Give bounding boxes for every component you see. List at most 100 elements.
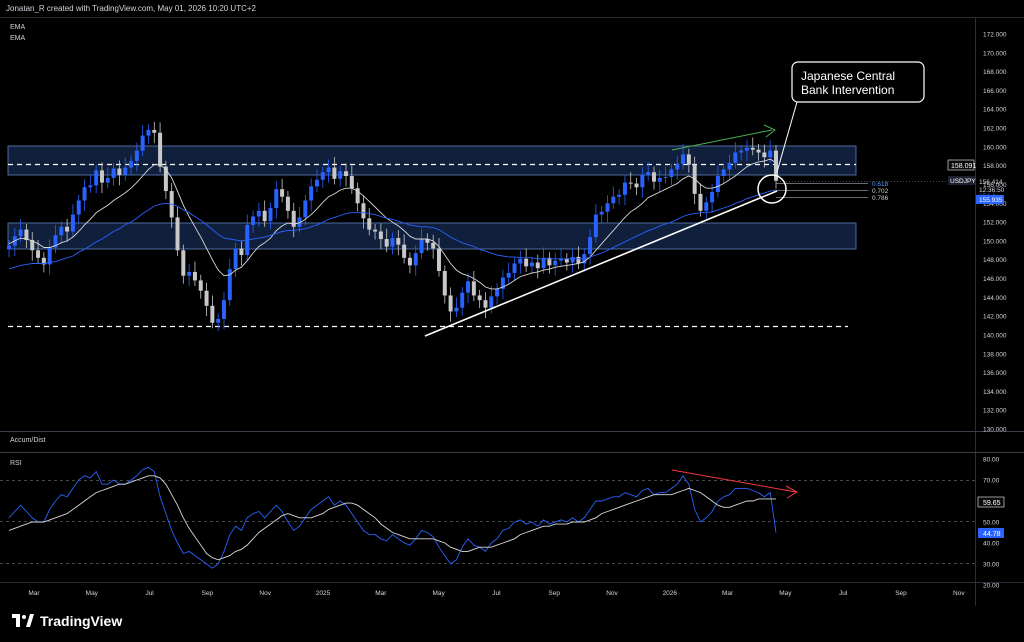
candle-body[interactable]: [681, 154, 686, 164]
candle-body[interactable]: [274, 189, 279, 208]
candle-body[interactable]: [285, 196, 290, 211]
candle-body[interactable]: [367, 218, 372, 230]
rsi-divergence-arrow[interactable]: [671, 469, 797, 493]
candle-body[interactable]: [733, 152, 738, 163]
candle-body[interactable]: [384, 239, 389, 247]
candle-body[interactable]: [256, 210, 261, 217]
candle-body[interactable]: [489, 296, 494, 308]
rsi-value-tag-1[interactable]: [977, 496, 1005, 508]
candle-body[interactable]: [99, 170, 104, 183]
candle-body[interactable]: [669, 169, 674, 177]
candle-body[interactable]: [198, 280, 203, 291]
candle-body[interactable]: [675, 163, 680, 170]
candle-body[interactable]: [88, 185, 93, 188]
candle-body[interactable]: [303, 200, 308, 218]
ema-slow-label[interactable]: EMA: [10, 35, 26, 42]
candle-body[interactable]: [564, 258, 569, 263]
accum-dist-label[interactable]: Accum/Dist: [10, 437, 46, 444]
candle-body[interactable]: [192, 271, 197, 281]
price-divergence-arrow[interactable]: [671, 129, 773, 151]
candle-body[interactable]: [547, 257, 552, 266]
candle-body[interactable]: [82, 187, 87, 201]
candle-body[interactable]: [466, 281, 471, 293]
ema-fast-line[interactable]: [8, 158, 777, 290]
ema-fast-label[interactable]: EMA: [10, 24, 26, 31]
candle-body[interactable]: [134, 150, 139, 161]
rsi-value-tag-2[interactable]: [978, 528, 1004, 538]
candle-body[interactable]: [559, 258, 564, 261]
level-tag-2[interactable]: [976, 195, 1004, 204]
candle-body[interactable]: [123, 167, 128, 176]
candle-body[interactable]: [175, 217, 180, 251]
candle-body[interactable]: [30, 239, 35, 251]
candle-body[interactable]: [524, 258, 529, 267]
usdjpy-chart[interactable]: 0.618 0.702 0.786 Japanese Central Bank …: [0, 0, 1024, 606]
candle-body[interactable]: [442, 271, 447, 296]
candle-body[interactable]: [448, 295, 453, 312]
candle-body[interactable]: [187, 271, 192, 276]
candle-body[interactable]: [646, 172, 651, 176]
candle-body[interactable]: [262, 210, 267, 222]
candle-body[interactable]: [349, 176, 354, 189]
candle-body[interactable]: [314, 179, 319, 187]
candle-body[interactable]: [338, 171, 343, 179]
candle-body[interactable]: [739, 150, 744, 153]
candle-body[interactable]: [355, 188, 360, 204]
tradingview-logo[interactable]: TradingView: [12, 613, 122, 629]
candle-body[interactable]: [396, 238, 401, 245]
candle-body[interactable]: [361, 203, 366, 219]
candle-body[interactable]: [611, 196, 616, 204]
candle-body[interactable]: [297, 217, 302, 227]
candle-body[interactable]: [181, 250, 186, 276]
candle-body[interactable]: [216, 318, 221, 323]
candle-body[interactable]: [698, 193, 703, 211]
candle-body[interactable]: [588, 237, 593, 255]
candle-body[interactable]: [378, 231, 383, 240]
candle-body[interactable]: [762, 152, 767, 158]
candle-body[interactable]: [344, 171, 349, 177]
candle-body[interactable]: [506, 272, 511, 278]
candle-body[interactable]: [76, 200, 81, 215]
candle-body[interactable]: [251, 216, 256, 225]
candle-body[interactable]: [599, 211, 604, 215]
candle-body[interactable]: [309, 186, 314, 201]
candle-body[interactable]: [47, 247, 52, 265]
candle-body[interactable]: [152, 129, 157, 133]
candle-body[interactable]: [65, 226, 70, 232]
candle-body[interactable]: [518, 258, 523, 264]
candle-body[interactable]: [24, 229, 29, 240]
candle-body[interactable]: [425, 239, 430, 243]
candle-body[interactable]: [70, 214, 75, 232]
candle-body[interactable]: [640, 175, 645, 188]
candle-body[interactable]: [768, 150, 773, 158]
candle-body[interactable]: [663, 176, 668, 178]
candle-body[interactable]: [407, 257, 412, 266]
candle-body[interactable]: [477, 295, 482, 301]
candle-body[interactable]: [239, 248, 244, 256]
candle-body[interactable]: [59, 226, 64, 236]
rsi-line[interactable]: [8, 466, 777, 569]
candle-body[interactable]: [570, 256, 575, 263]
candle-body[interactable]: [94, 170, 99, 186]
candle-body[interactable]: [373, 229, 378, 232]
candle-body[interactable]: [593, 214, 598, 238]
candle-body[interactable]: [727, 162, 732, 170]
candle-body[interactable]: [756, 149, 761, 153]
candle-body[interactable]: [419, 239, 424, 254]
candle-body[interactable]: [129, 160, 134, 168]
candle-body[interactable]: [634, 183, 639, 188]
candle-body[interactable]: [553, 260, 558, 266]
ema-slow-line[interactable]: [8, 189, 777, 270]
candle-body[interactable]: [657, 177, 662, 182]
candle-body[interactable]: [454, 307, 459, 312]
level-tag-1[interactable]: [947, 159, 975, 171]
candle-body[interactable]: [221, 300, 226, 319]
candle-body[interactable]: [541, 257, 546, 269]
candle-body[interactable]: [146, 129, 151, 136]
candle-body[interactable]: [163, 166, 168, 192]
candle-body[interactable]: [18, 229, 23, 237]
candle-body[interactable]: [291, 210, 296, 227]
candle-body[interactable]: [628, 182, 633, 184]
candle-body[interactable]: [500, 277, 505, 289]
resistance-zone[interactable]: [7, 145, 857, 176]
